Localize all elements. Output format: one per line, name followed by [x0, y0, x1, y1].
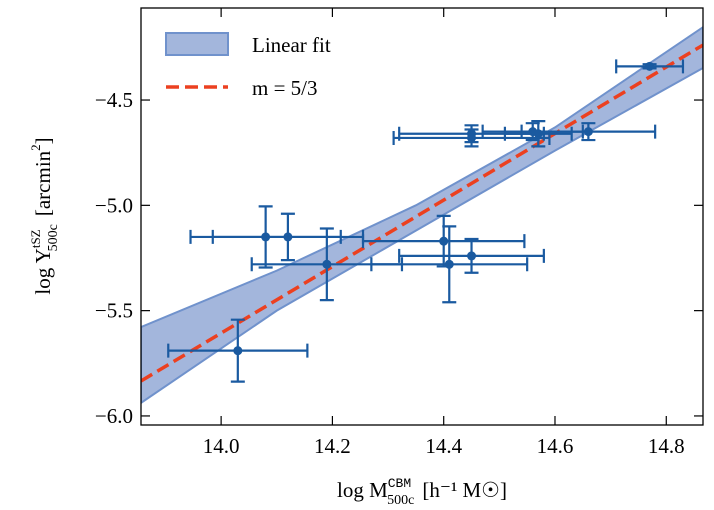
data-point: [444, 259, 454, 269]
data-point: [322, 259, 332, 269]
legend-label: Linear fit: [252, 33, 331, 57]
data-point: [233, 346, 243, 356]
data-point: [467, 251, 477, 261]
y-label-base: log Y: [31, 248, 55, 294]
y-label-unit-sup: 2: [28, 144, 43, 151]
data-point: [583, 127, 593, 137]
x-label-sub: 500c: [387, 493, 414, 508]
x-label-unit: [h⁻¹ M☉]: [422, 478, 507, 502]
x-axis-label: log MCBM 500c [h⁻¹ M☉]: [337, 476, 507, 508]
x-tick-label: 14.2: [314, 434, 351, 458]
y-tick-label: −5.5: [95, 299, 133, 323]
legend-label: m = 5/3: [252, 76, 318, 100]
data-point: [283, 232, 293, 242]
y-label-unit: [arcmin: [31, 150, 55, 216]
data-point: [467, 133, 477, 143]
y-tick-label: −4.5: [95, 88, 133, 112]
y-tick-label: −5.0: [95, 193, 133, 217]
data-point: [439, 236, 449, 246]
x-tick-label: 14.4: [425, 434, 462, 458]
x-tick-label: 14.0: [203, 434, 240, 458]
data-point: [645, 61, 655, 71]
legend-swatch: [165, 32, 229, 56]
fit-line: [141, 43, 703, 383]
x-tick-label: 14.8: [648, 434, 685, 458]
y-axis-label: log YtSZ 500c [arcmin2]: [28, 137, 61, 294]
y-label-sub: 500c: [46, 224, 61, 251]
x-label-base: log M: [337, 478, 388, 502]
y-label-unit-end: ]: [31, 137, 55, 144]
x-tick-label: 14.6: [537, 434, 574, 458]
x-label-sup: CBM: [388, 476, 411, 491]
y-tick-label: −6.0: [95, 404, 133, 428]
plot-frame: [140, 7, 704, 426]
y-label-sup: tSZ: [28, 229, 43, 248]
